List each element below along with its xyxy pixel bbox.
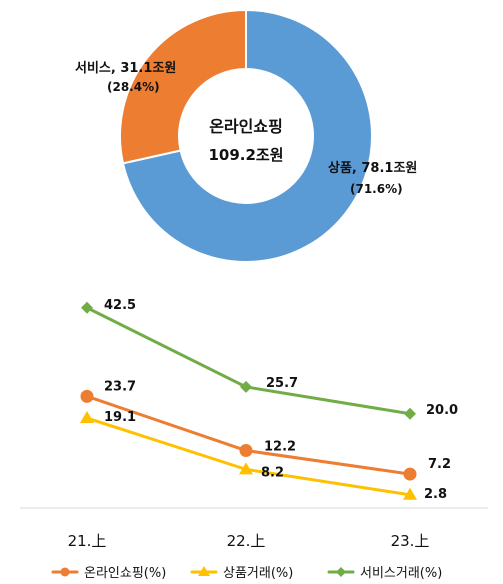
series-line-service: [85, 306, 412, 416]
x-tick-label-3: 23.上: [391, 532, 430, 550]
series-point-online-1: [80, 389, 94, 403]
series-points-goods: [80, 411, 417, 500]
legend-label-service: 서비스거래(%): [360, 566, 442, 581]
series-labels-goods: 19.1 8.2 2.8: [104, 410, 447, 502]
series-point-online-3: [403, 467, 417, 481]
line-chart: 23.7 12.2 7.2 19.1 8.2 2.8 42.5 25.7 20.0 21.上…: [20, 298, 488, 550]
donut-center-title: 온라인쇼핑: [209, 117, 283, 136]
series-point-service-1: [81, 301, 93, 314]
donut-center-total: 109.2조원: [208, 146, 283, 164]
data-label-online-3: 7.2: [428, 457, 451, 472]
data-label-goods-1: 19.1: [104, 410, 136, 425]
data-label-service-1: 42.5: [104, 298, 136, 313]
series-point-service-2: [240, 380, 252, 393]
data-label-online-2: 12.2: [264, 440, 296, 455]
slice-label-goods: 상품, 78.1조원: [328, 161, 417, 176]
legend-marker-service: [336, 567, 346, 577]
slice-percent-goods: (71.6%): [350, 182, 403, 196]
data-label-service-3: 20.0: [426, 403, 458, 418]
data-label-goods-3: 2.8: [424, 487, 447, 502]
series-labels-online: 23.7 12.2 7.2: [104, 379, 451, 472]
donut-slice-service: [119, 8, 247, 165]
legend-label-online: 온라인쇼핑(%): [84, 566, 166, 581]
series-point-goods-2: [239, 462, 253, 475]
series-point-goods-1: [80, 411, 94, 424]
legend-label-goods: 상품거래(%): [223, 566, 293, 581]
legend-item-online: 온라인쇼핑(%): [51, 566, 166, 581]
slice-percent-service: (28.4%): [107, 80, 160, 94]
legend: 온라인쇼핑(%) 상품거래(%) 서비스거래(%): [51, 566, 442, 581]
legend-marker-goods: [198, 566, 210, 576]
donut-chart: 온라인쇼핑 109.2조원 서비스, 31.1조원 (28.4%) 상품, 78…: [75, 8, 417, 263]
series-point-service-3: [404, 407, 416, 420]
data-label-goods-2: 8.2: [261, 465, 284, 480]
legend-item-goods: 상품거래(%): [190, 566, 293, 581]
donut-slice-goods: [121, 8, 373, 263]
legend-item-service: 서비스거래(%): [327, 566, 442, 581]
data-label-online-1: 23.7: [104, 379, 136, 394]
series-points-service: [81, 301, 416, 420]
x-tick-label-1: 21.上: [68, 532, 107, 550]
legend-marker-online: [60, 567, 70, 577]
x-tick-labels: 21.上 22.上 23.上: [68, 532, 430, 550]
slice-label-service: 서비스, 31.1조원: [75, 61, 176, 76]
series-point-goods-3: [403, 487, 417, 500]
series-labels-service: 42.5 25.7 20.0: [104, 298, 458, 418]
data-label-service-2: 25.7: [266, 376, 298, 391]
x-tick-label-2: 22.上: [227, 532, 266, 550]
series-points-online: [80, 389, 417, 481]
series-point-online-2: [239, 444, 253, 458]
